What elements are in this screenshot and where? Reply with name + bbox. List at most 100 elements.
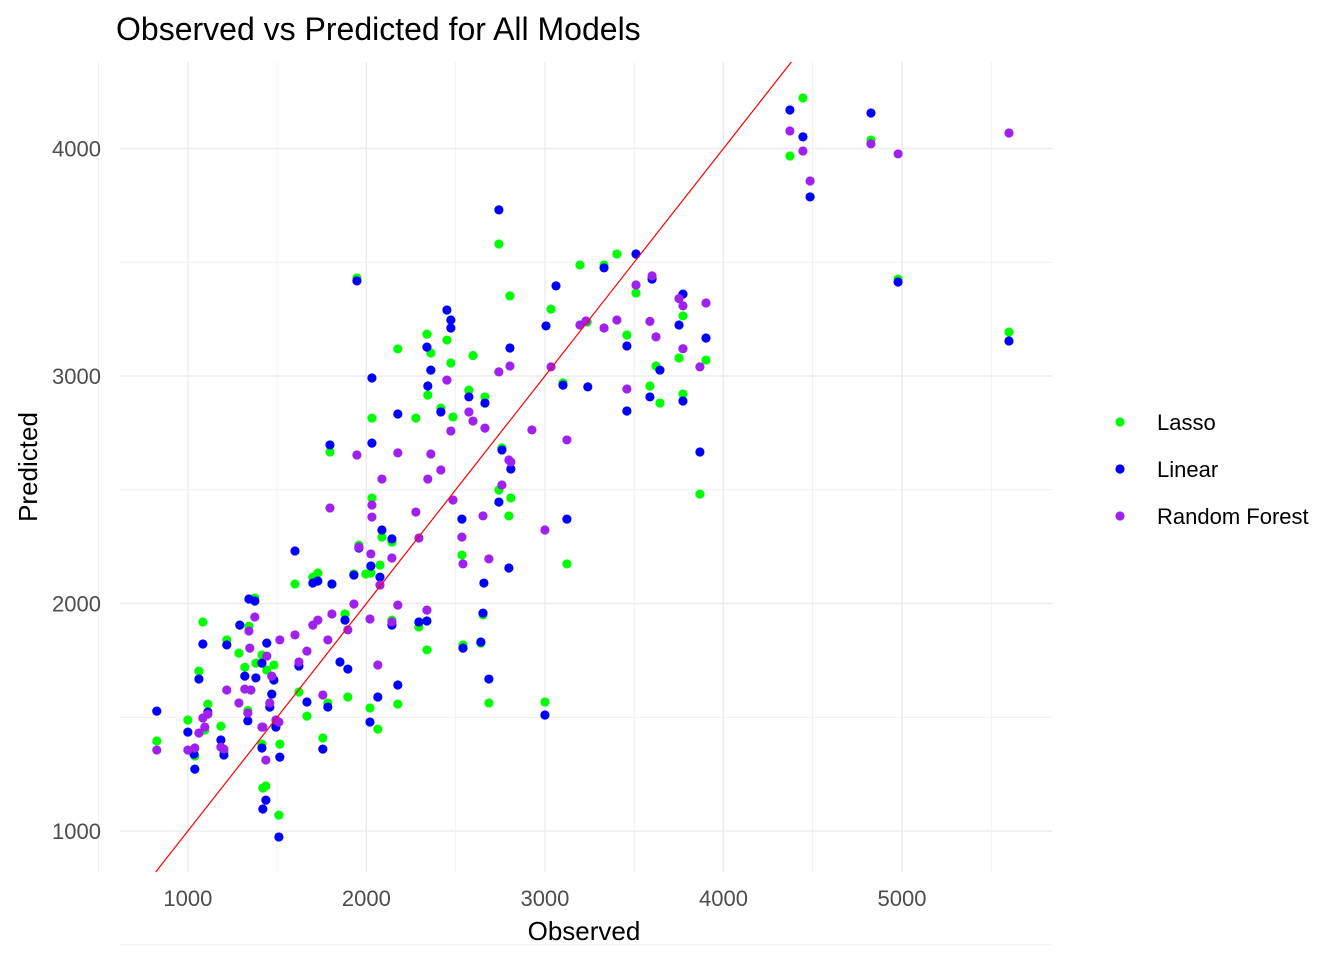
data-point <box>457 514 467 524</box>
data-point <box>387 553 397 563</box>
data-point <box>387 617 397 627</box>
data-point <box>243 716 253 726</box>
data-point <box>261 755 271 765</box>
data-point <box>674 294 684 304</box>
data-point <box>695 489 705 499</box>
data-point <box>235 620 245 630</box>
data-point <box>422 616 432 626</box>
data-point <box>678 389 688 399</box>
points-layer <box>152 93 1014 842</box>
legend-label: Lasso <box>1157 410 1216 435</box>
data-point <box>183 727 193 737</box>
data-point <box>367 512 377 522</box>
y-axis-label: Predicted <box>13 412 43 522</box>
data-point <box>464 392 474 402</box>
x-tick-label: 1000 <box>163 886 212 911</box>
legend-label: Random Forest <box>1157 504 1309 529</box>
data-point <box>436 407 446 417</box>
data-point <box>203 699 213 709</box>
data-point <box>323 635 333 645</box>
data-point <box>244 594 254 604</box>
data-point <box>562 559 572 569</box>
data-point <box>480 423 490 433</box>
data-point <box>645 316 655 326</box>
data-point <box>257 743 267 753</box>
data-point <box>622 330 632 340</box>
data-point <box>798 146 808 156</box>
data-point <box>599 263 609 273</box>
data-point <box>674 353 684 363</box>
data-point <box>506 493 516 503</box>
data-point <box>436 465 446 475</box>
legend-marker <box>1115 464 1125 474</box>
data-point <box>426 365 436 375</box>
data-point <box>645 392 655 402</box>
data-point <box>250 612 260 622</box>
data-point <box>216 721 226 731</box>
data-point <box>442 335 452 345</box>
y-tick-label: 1000 <box>52 819 101 844</box>
data-point <box>183 715 193 725</box>
data-point <box>411 507 421 517</box>
legend-marker <box>1115 511 1125 521</box>
data-point <box>505 361 515 371</box>
data-point <box>257 722 267 732</box>
data-point <box>240 684 250 694</box>
data-point <box>269 660 279 670</box>
data-point <box>678 301 688 311</box>
data-point <box>622 384 632 394</box>
data-point <box>198 617 208 627</box>
data-point <box>505 291 515 301</box>
data-point <box>240 662 250 672</box>
data-point <box>335 657 345 667</box>
data-point <box>198 713 208 723</box>
data-point <box>377 474 387 484</box>
data-point <box>655 365 665 375</box>
chart-title: Observed vs Predicted for All Models <box>116 11 641 47</box>
data-point <box>340 615 350 625</box>
data-point <box>290 546 300 556</box>
data-point <box>805 192 815 202</box>
data-point <box>194 674 204 684</box>
data-point <box>575 260 585 270</box>
data-point <box>377 525 387 535</box>
data-point <box>695 362 705 372</box>
data-point <box>352 276 362 286</box>
data-point <box>393 448 403 458</box>
series-linear <box>152 105 1014 842</box>
data-point <box>695 447 705 457</box>
data-point <box>294 657 304 667</box>
data-point <box>478 511 488 521</box>
data-point <box>599 323 609 333</box>
data-point <box>343 625 353 635</box>
data-point <box>190 743 200 753</box>
data-point <box>262 638 272 648</box>
data-point <box>308 578 318 588</box>
data-point <box>244 626 254 636</box>
data-point <box>655 398 665 408</box>
data-point <box>798 132 808 142</box>
data-point <box>468 350 478 361</box>
data-point <box>866 108 876 118</box>
data-point <box>541 321 551 331</box>
data-point <box>375 572 385 582</box>
y-tick-label: 4000 <box>52 136 101 161</box>
data-point <box>540 697 550 707</box>
data-point <box>458 643 468 653</box>
data-point <box>678 344 688 354</box>
data-point <box>274 832 284 842</box>
data-point <box>505 343 515 353</box>
data-point <box>464 407 474 417</box>
data-point <box>414 617 424 627</box>
data-point <box>1004 327 1014 337</box>
data-point <box>219 744 229 754</box>
legend: Lasso Linear Random Forest <box>1115 410 1309 529</box>
data-point <box>458 559 468 569</box>
data-point <box>234 648 244 658</box>
data-point <box>446 323 456 333</box>
data-point <box>152 745 162 755</box>
data-point <box>275 635 285 645</box>
data-point <box>480 398 490 408</box>
